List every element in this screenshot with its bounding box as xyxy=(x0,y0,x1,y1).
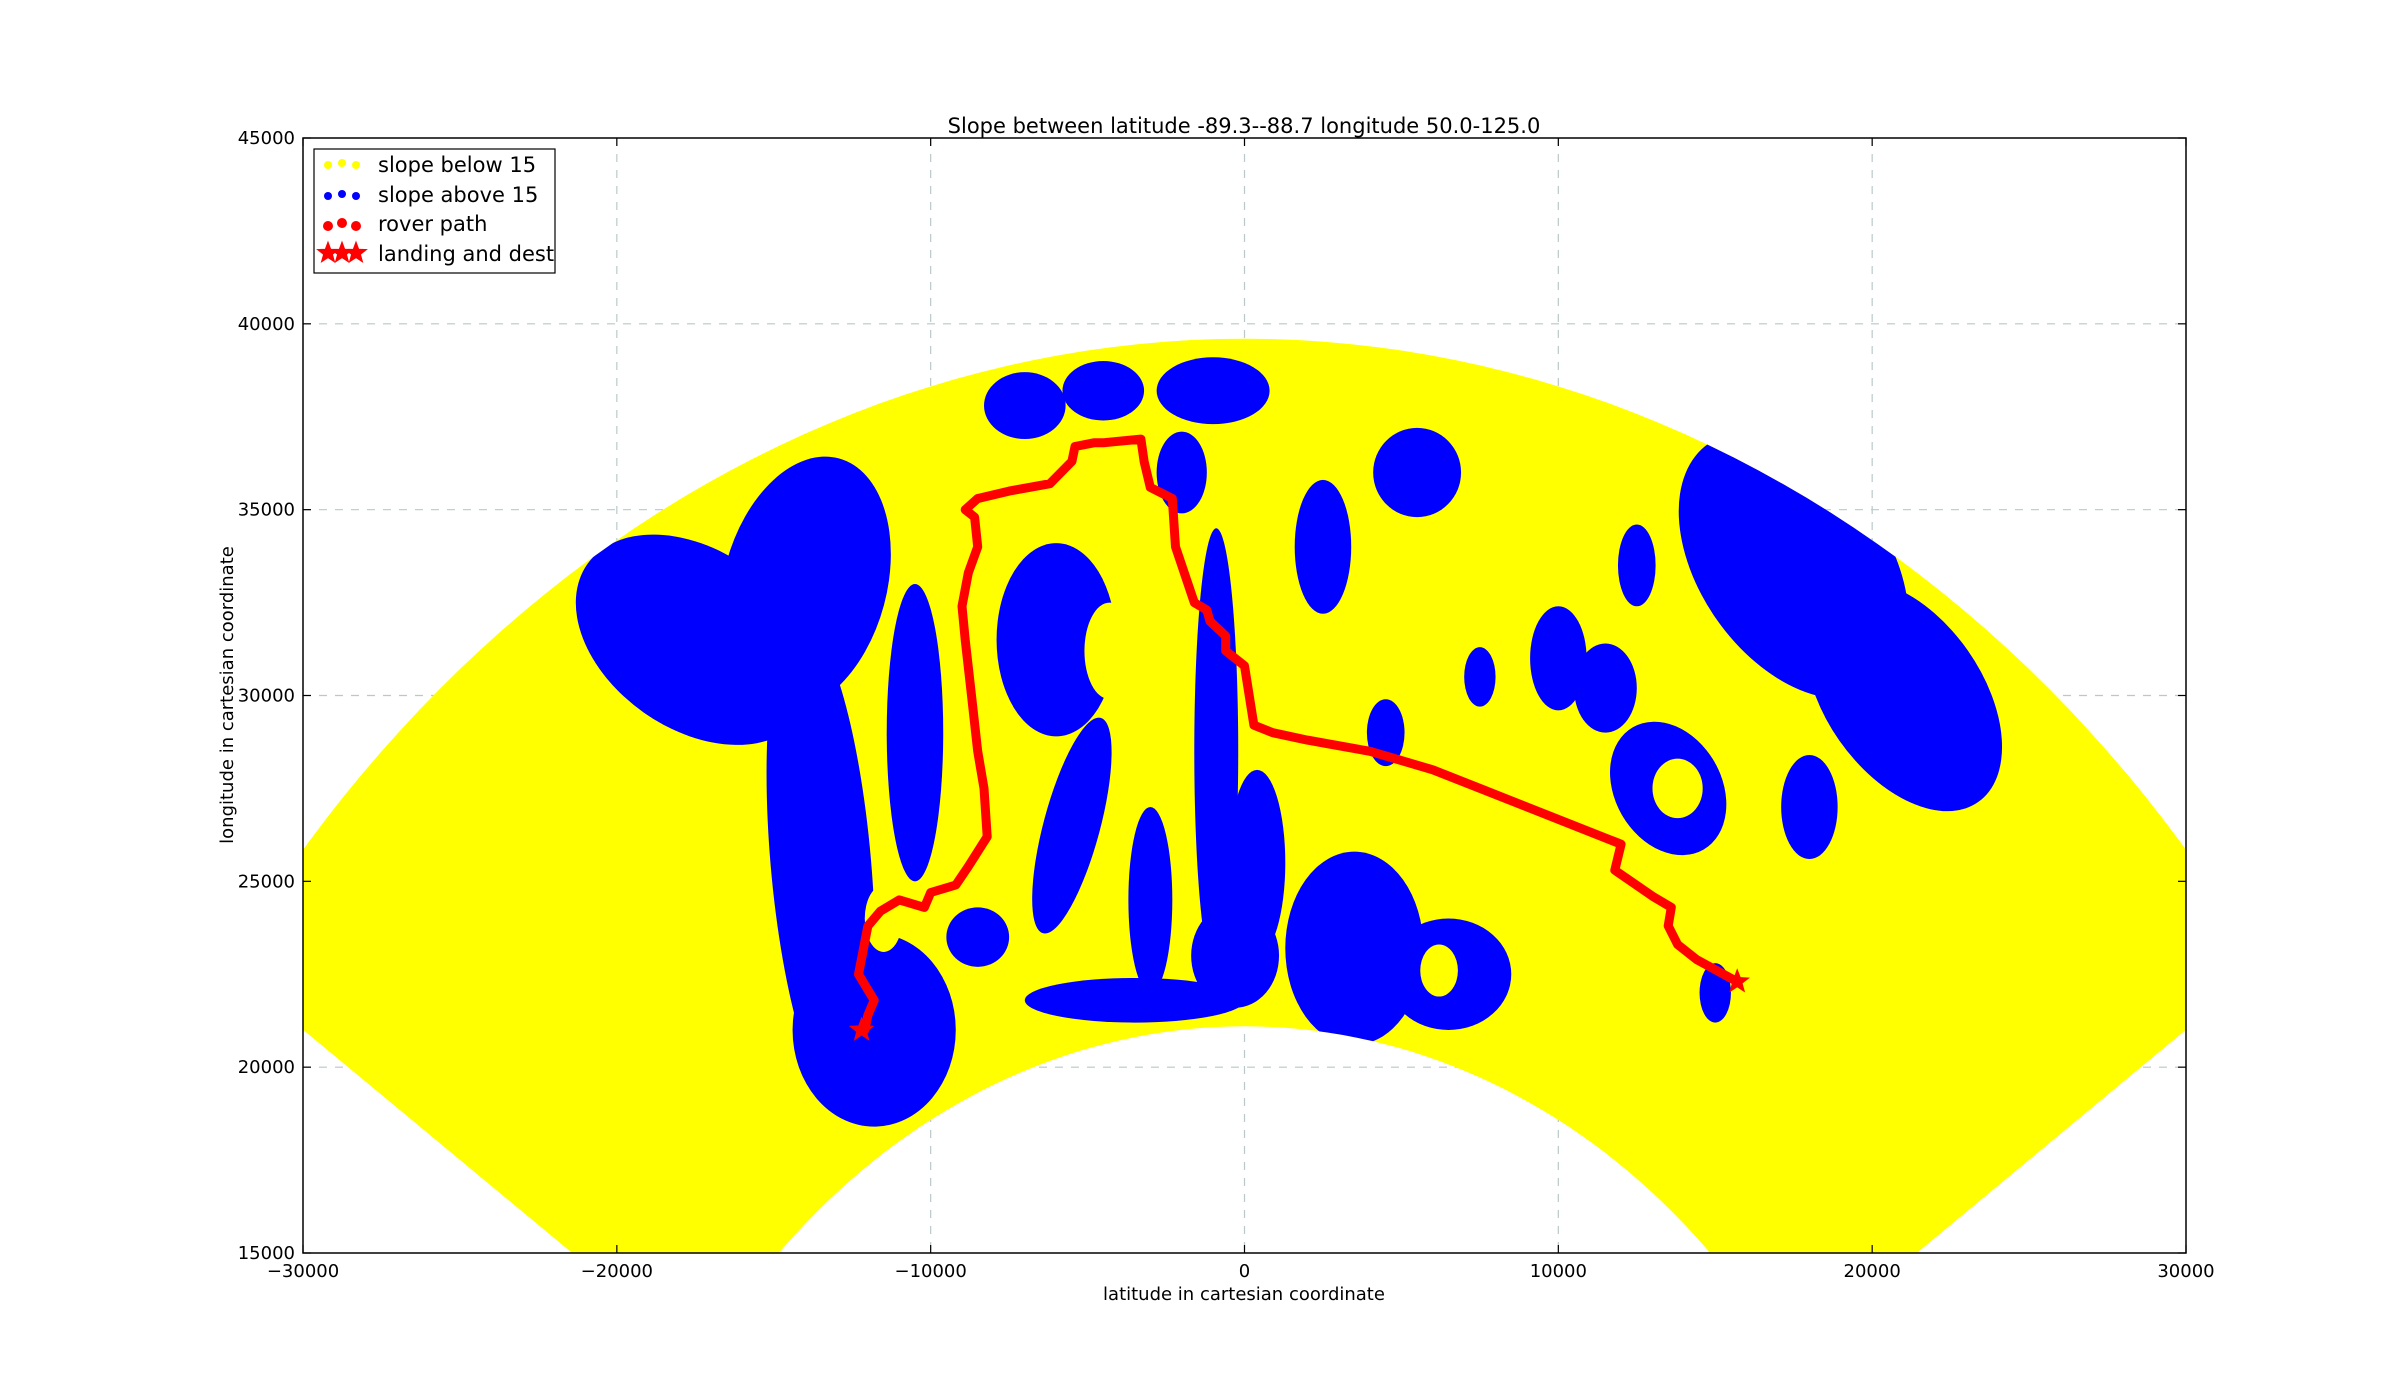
x-tick-label: −20000 xyxy=(581,1261,653,1282)
slope-above-15-blob xyxy=(1617,524,1656,607)
x-tick-labels: −30000 −20000 −10000 0 10000 20000 30000 xyxy=(267,1261,2215,1282)
slope-above-15-blob xyxy=(1530,606,1587,711)
x-tick-label: 0 xyxy=(1239,1261,1250,1282)
rover-path-line xyxy=(854,434,1742,1035)
legend: slope below 15 slope above 15 rover path… xyxy=(313,148,556,274)
slope-above-15-blob xyxy=(1373,427,1462,518)
legend-label-landing-and-dest: landing and dest xyxy=(378,242,554,266)
axis-ticks xyxy=(302,137,2187,1254)
slope-above-15-blob xyxy=(1285,851,1424,1045)
slope-above-15-blob xyxy=(886,584,944,882)
destination-star-marker xyxy=(1724,968,1750,993)
slope-above-15-blob xyxy=(1781,754,1838,860)
y-tick-label: 35000 xyxy=(238,500,295,521)
legend-label-rover-path: rover path xyxy=(378,212,487,236)
slope-above-15-blob xyxy=(1464,647,1496,707)
slope-above-15-blob xyxy=(1191,903,1280,1008)
y-tick-label: 25000 xyxy=(238,871,295,892)
legend-star-icon xyxy=(344,240,368,264)
y-tick-labels: 15000 20000 25000 30000 35000 40000 45000 xyxy=(238,128,295,1264)
slope-above-15-blob xyxy=(1156,431,1207,514)
x-tick-label: 20000 xyxy=(1844,1261,1901,1282)
legend-marker-rover-path xyxy=(323,218,361,231)
slope-above-15-blob xyxy=(792,933,956,1127)
slope-below-15-patch xyxy=(1084,602,1135,700)
x-tick-label: 30000 xyxy=(2157,1261,2214,1282)
slope-above-15-blob xyxy=(1128,807,1173,993)
slope-above-15-region xyxy=(575,357,2003,1127)
y-tick-label: 15000 xyxy=(238,1243,295,1264)
slope-above-15-blob xyxy=(996,543,1116,737)
x-axis-title: latitude in cartesian coordinate xyxy=(1103,1284,1385,1305)
legend-marker-slope-below-15 xyxy=(324,159,360,169)
slope-above-15-blob xyxy=(1294,479,1352,614)
y-tick-label: 30000 xyxy=(238,686,295,707)
y-tick-label: 45000 xyxy=(238,128,295,149)
slope-above-15-blob xyxy=(946,907,1010,967)
y-tick-label: 20000 xyxy=(238,1057,295,1078)
slope-above-15-blob xyxy=(1805,579,2003,812)
landing-star-marker xyxy=(848,1016,875,1041)
slope-above-15-blob xyxy=(1062,361,1145,421)
legend-marker-slope-above-15 xyxy=(324,190,360,200)
slope-above-15-blob xyxy=(1024,977,1245,1023)
slope-above-15-blob xyxy=(1032,717,1112,934)
x-tick-label: −10000 xyxy=(894,1261,966,1282)
y-axis-title: longitude in cartesian coordinate xyxy=(217,546,238,844)
landing-and-dest-markers xyxy=(848,968,1750,1041)
slope-above-15-blob xyxy=(1156,357,1270,425)
slope-below-15-patch xyxy=(1652,758,1703,819)
legend-label-slope-above-15: slope above 15 xyxy=(378,183,538,207)
chart-title: Slope between latitude -89.3--88.7 longi… xyxy=(948,114,1541,138)
slope-below-15-patch xyxy=(1420,944,1458,997)
legend-marker-landing-and-dest xyxy=(316,240,368,264)
x-tick-label: 10000 xyxy=(1530,1261,1587,1282)
slope-above-15-blob xyxy=(719,456,891,712)
slope-above-15-blob xyxy=(1574,643,1637,733)
y-tick-label: 40000 xyxy=(238,314,295,335)
slope-above-15-blob xyxy=(984,372,1066,440)
x-tick-label: −30000 xyxy=(267,1261,339,1282)
legend-label-slope-below-15: slope below 15 xyxy=(378,153,536,177)
